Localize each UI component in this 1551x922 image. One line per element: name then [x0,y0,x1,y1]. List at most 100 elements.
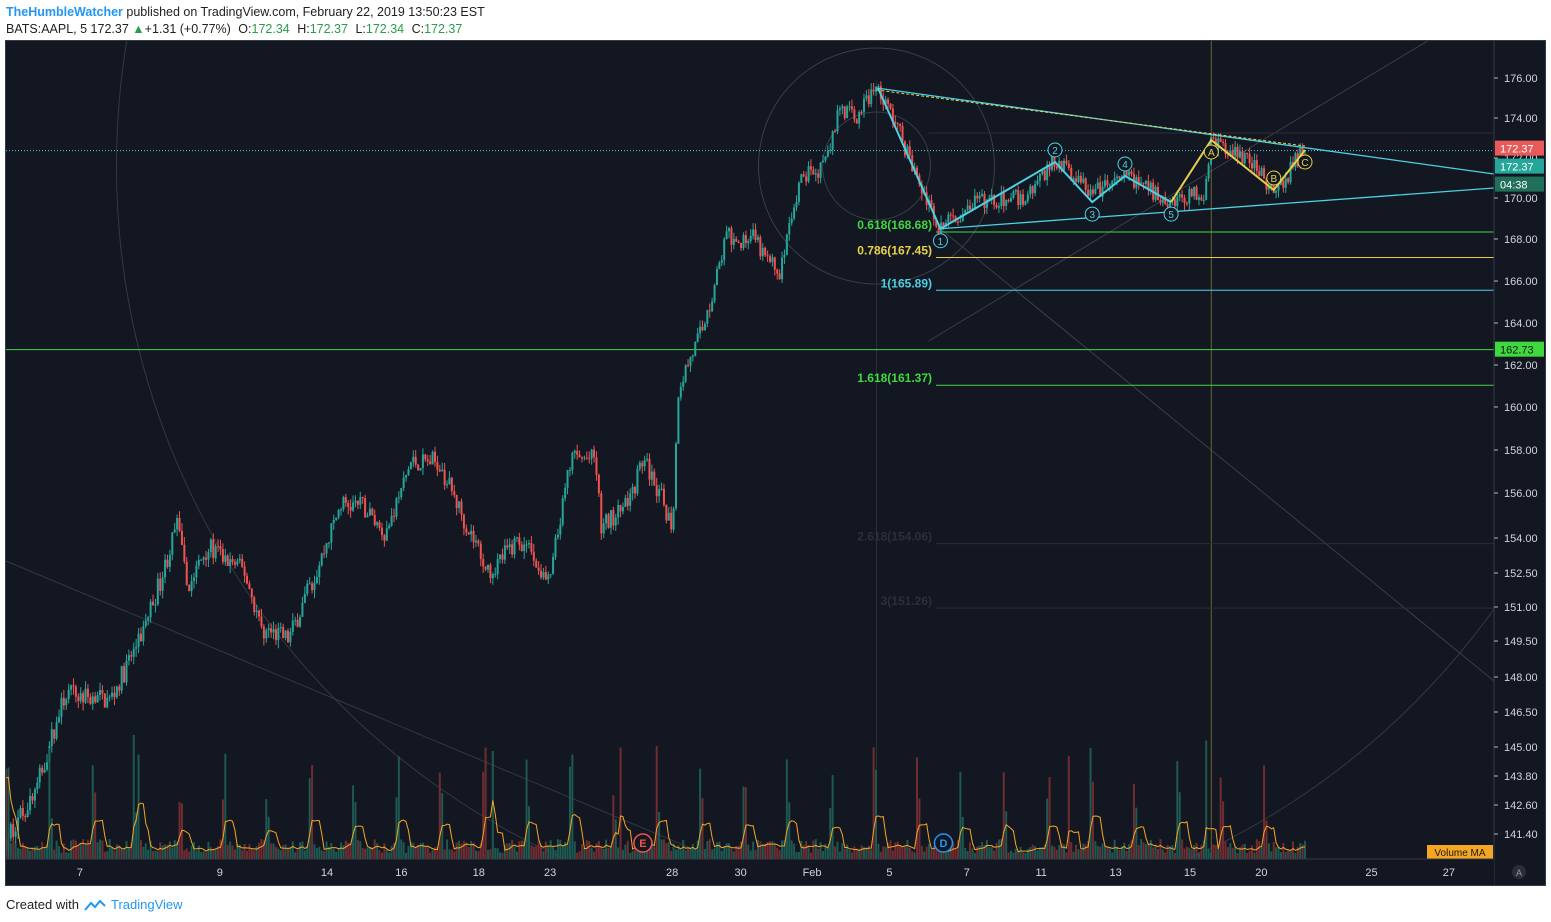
price-tick-label: 146.50 [1504,707,1538,719]
candle [417,464,420,471]
author-name[interactable]: TheHumbleWatcher [6,5,123,19]
candle [339,509,342,511]
chart-frame[interactable]: 0.618(168.68) 0.786(167.45) 1(165.89) 1.618… [5,40,1546,886]
event-marker-label: E [639,838,646,850]
volume-bar [1181,839,1184,859]
candle [368,508,371,516]
volume-bar [58,846,61,859]
volume-bar [460,843,463,859]
volume-bar [607,848,610,859]
volume-bar [1197,852,1200,859]
volume-bar [838,851,841,859]
candle [1260,168,1263,176]
candle [1103,180,1106,187]
candle [1089,189,1092,196]
volume-bar [55,840,58,859]
candle [395,498,398,517]
candle [809,166,812,170]
candle [595,457,598,475]
candle [1294,153,1297,168]
volume-bar [1193,845,1196,859]
candle [12,824,15,837]
volume-bar [1087,840,1090,859]
volume-bar [867,845,870,859]
volume-bar [115,844,118,859]
volume-bar [930,849,933,859]
price-chart[interactable]: 0.618(168.68) 0.786(167.45) 1(165.89) 1.618… [6,41,1545,885]
candle [862,98,865,113]
volume-bar [1120,846,1123,859]
volume-bar [1267,843,1270,859]
volume-bar [354,802,357,859]
candle [1012,191,1015,198]
candle [520,544,523,552]
volume-bar [699,768,702,859]
candle [1113,178,1116,182]
candle [566,470,569,488]
volume-bar [364,848,367,859]
volume-bar [274,846,277,859]
volume-bar [1195,842,1198,859]
candle [53,729,56,739]
candle [487,564,490,570]
volume-bar [793,843,796,859]
time-axis[interactable] [6,859,1494,885]
candle [795,201,798,208]
volume-bar [144,843,147,859]
volume-bar [1246,852,1249,859]
candle [1063,160,1066,171]
volume-bar [766,841,769,859]
candle [1017,189,1020,206]
price-tick-label: 141.40 [1504,829,1538,841]
candle [72,685,75,687]
candle [311,583,314,591]
candle [1164,196,1167,205]
candle [91,696,94,704]
candle [393,515,396,517]
volume-bar [942,850,945,859]
candle [347,502,350,507]
event-marker[interactable] [933,833,954,853]
volume-bar [1000,839,1003,859]
candle [793,207,796,219]
volume-bar [1173,852,1176,859]
volume-bar [1041,847,1044,859]
candle [24,815,27,818]
volume-bar [1031,844,1034,859]
tradingview-brand[interactable]: TradingView [110,897,183,912]
level-badge-text: 162.73 [1500,345,1534,357]
time-tick-label: 9 [217,867,223,879]
volume-bar [850,852,853,859]
volume-bar [997,839,1000,859]
volume-bar [778,850,781,859]
volume-bar [166,844,169,859]
tradingview-logo-icon[interactable] [84,899,106,911]
candle [238,558,241,561]
time-tick-label: Feb [803,867,822,879]
candle [383,534,386,541]
candle [1029,186,1032,195]
volume-bar [660,839,663,859]
candle [318,565,321,577]
candle [720,260,723,263]
volume-bar [1026,848,1029,859]
wave-label-circle [1117,156,1133,172]
candle [629,493,632,506]
candle [236,560,239,565]
volume-bar [412,842,415,859]
candle [241,558,244,567]
volume-bar [703,848,706,859]
volume-bar [781,840,784,859]
volume-bar [221,799,224,859]
candle [43,769,46,773]
price-change: +1.31 (+0.77%) [144,22,231,36]
event-marker[interactable] [633,833,653,853]
volume-bar [744,787,747,859]
time-tick-label: 7 [964,867,970,879]
candle [197,560,200,566]
candle [619,505,622,512]
volume-bar [1079,849,1082,859]
candle [1289,161,1292,183]
auto-scale-button[interactable] [1512,865,1526,879]
volume-bar [619,747,622,859]
